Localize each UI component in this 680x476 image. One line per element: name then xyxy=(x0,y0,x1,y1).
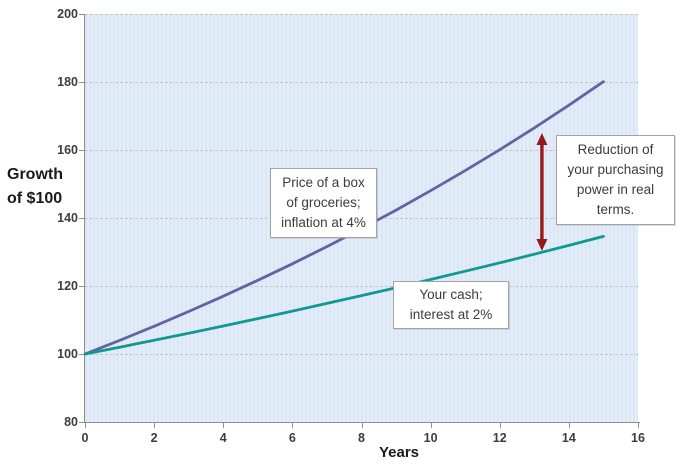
y-tick-label-140: 140 xyxy=(57,211,78,225)
reduction-arrow-head-up xyxy=(536,133,548,145)
x-tick-label-14: 14 xyxy=(561,431,576,445)
gridline-y-120 xyxy=(85,286,638,287)
y-axis-line xyxy=(84,14,85,423)
y-tick-label-200: 200 xyxy=(57,7,78,21)
y-axis-title: Growth of $100 xyxy=(7,166,63,207)
x-tickmark-6 xyxy=(292,423,294,428)
x-tickmark-8 xyxy=(361,423,363,428)
groceries-annotation-box: Price of a box of groceries; inflation a… xyxy=(270,168,377,238)
y-tick-label-160: 160 xyxy=(57,143,78,157)
x-tick-label-0: 0 xyxy=(81,431,89,445)
x-tickmark-0 xyxy=(85,423,86,428)
x-tickmark-4 xyxy=(223,423,225,428)
y-tickmark-80 xyxy=(79,422,84,423)
x-tickmark-16 xyxy=(638,423,639,428)
x-tickmark-2 xyxy=(154,423,156,428)
y-tick-label-120: 120 xyxy=(57,279,78,293)
x-axis-line xyxy=(84,422,640,423)
y-tickmark-200 xyxy=(79,14,84,15)
x-axis-title: Years xyxy=(378,444,420,461)
x-tickmark-12 xyxy=(499,423,501,428)
x-tick-label-4: 4 xyxy=(219,431,227,445)
y-tick-label-100: 100 xyxy=(57,347,78,361)
x-tick-label-10: 10 xyxy=(423,431,438,445)
series-line-1 xyxy=(83,234,605,356)
x-tick-label-2: 2 xyxy=(150,431,158,445)
y-tickmark-120 xyxy=(79,286,84,287)
x-tickmark-10 xyxy=(430,423,432,428)
x-tick-label-6: 6 xyxy=(288,431,296,445)
x-tick-label-8: 8 xyxy=(358,431,365,445)
y-tickmark-100 xyxy=(79,354,84,355)
reduction-annotation-box: Reduction of your purchasing power in re… xyxy=(556,135,675,225)
x-tick-label-16: 16 xyxy=(631,431,645,445)
gridline-y-100 xyxy=(85,354,638,355)
gridline-y-160 xyxy=(85,150,638,151)
y-tickmark-140 xyxy=(79,218,84,219)
x-tickmark-14 xyxy=(568,423,570,428)
gridline-y-180 xyxy=(85,82,638,83)
cash-annotation-box: Your cash; interest at 2% xyxy=(393,281,509,329)
y-tick-label-180: 180 xyxy=(57,75,78,89)
gridline-y-200 xyxy=(85,14,638,15)
x-tick-label-12: 12 xyxy=(492,431,507,445)
y-tickmark-160 xyxy=(79,150,84,151)
y-tick-label-80: 80 xyxy=(64,415,78,429)
reduction-arrow-head-down xyxy=(536,238,548,251)
y-tickmark-180 xyxy=(79,82,84,83)
